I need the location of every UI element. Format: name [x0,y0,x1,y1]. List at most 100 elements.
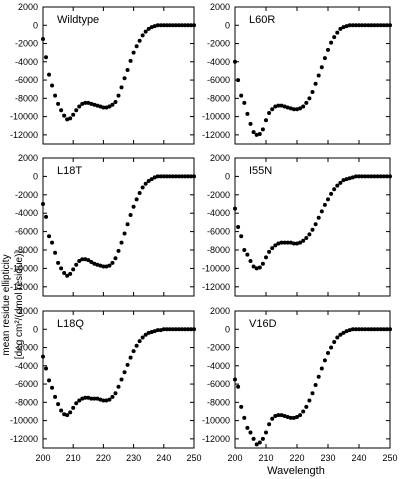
data-point [125,222,130,227]
data-point [140,33,145,38]
data-point [301,238,306,243]
data-point [137,38,142,43]
data-point [77,104,82,109]
data-point [86,100,91,105]
data-point [77,259,82,264]
y-tick-label: -8000 [15,397,38,407]
y-tick-label: -4000 [207,361,230,371]
data-point [233,206,237,211]
data-point [357,23,361,28]
data-point [375,23,380,28]
data-point [110,102,115,107]
data-point [264,118,268,123]
data-point [353,174,358,179]
data-point [188,23,193,28]
data-point [388,174,392,179]
data-point [185,327,190,332]
data-point [125,68,130,73]
data-point [83,257,88,262]
y-tick-label: 0 [225,171,230,181]
data-point [319,65,324,70]
y-axis-label-line1: mean residue ellipticity [1,254,12,355]
data-point [322,56,327,61]
data-point [89,101,94,106]
data-point [384,174,389,179]
data-point [47,72,52,77]
data-point [185,23,190,28]
data-point [149,25,154,30]
data-point [279,103,284,108]
data-point [285,414,290,419]
data-point [122,76,127,81]
data-point [192,174,196,179]
data-point [254,132,259,137]
y-tick-label: 2000 [18,153,38,163]
y-tick-label: -8000 [207,93,230,103]
data-point [381,23,386,28]
data-point [173,174,178,179]
data-point [110,260,115,265]
data-point [185,174,190,179]
data-point [260,261,265,266]
data-point [59,108,64,113]
data-point [104,398,109,403]
y-tick-label: 0 [33,20,38,30]
data-point [369,174,374,179]
data-point [56,260,61,265]
y-tick-label: -10000 [202,112,230,122]
data-point [270,246,275,251]
data-point [107,263,112,268]
panel-l18t: 2000 0 -2000 -4000 -6000 -8000 -10000 -12000 L18… [10,153,196,297]
data-point [170,23,175,28]
data-point [248,259,253,264]
data-point [341,330,346,335]
data-point [179,327,184,332]
data-point [149,330,154,335]
y-tick-label: -10000 [202,263,230,273]
data-point [369,327,374,332]
data-point [80,101,85,106]
data-point [350,327,355,332]
data-point [254,266,259,271]
data-point [319,366,324,371]
data-point [128,58,133,63]
data-point [50,240,55,245]
data-point [378,23,383,28]
panel-title: L18Q [57,318,84,330]
data-point [110,394,115,399]
data-point [282,240,287,245]
y-tick-label: -4000 [15,57,38,67]
data-point [264,430,268,435]
data-point [62,271,67,275]
x-tick-label: 200 [227,453,242,463]
y-tick-label: 2000 [18,2,38,12]
panel-l60r: 2000 0 -2000 -4000 -6000 -8000 -10000 -12000 L60… [202,2,392,145]
data-point [326,351,330,356]
data-point [104,105,109,110]
data-point [92,396,97,401]
data-point [161,174,166,179]
y-tick-label: -4000 [207,57,230,67]
data-point [164,327,169,332]
data-point [62,113,67,118]
data-point [170,327,175,332]
data-point [86,258,91,263]
data-point [155,328,160,333]
data-point [276,103,281,108]
y-tick-label: -4000 [15,361,38,371]
y-tick-label: -2000 [15,39,38,49]
data-point [86,395,91,400]
data-point [125,362,130,367]
data-point [304,404,309,409]
data-point [360,174,365,179]
data-point [53,250,58,255]
data-point [316,73,321,78]
data-point [248,121,253,126]
data-point [44,55,49,60]
y-tick-label: -12000 [202,434,230,444]
data-point [363,174,368,179]
data-point [366,174,371,179]
data-point [251,130,256,135]
data-point [384,327,389,332]
data-point [131,50,136,55]
